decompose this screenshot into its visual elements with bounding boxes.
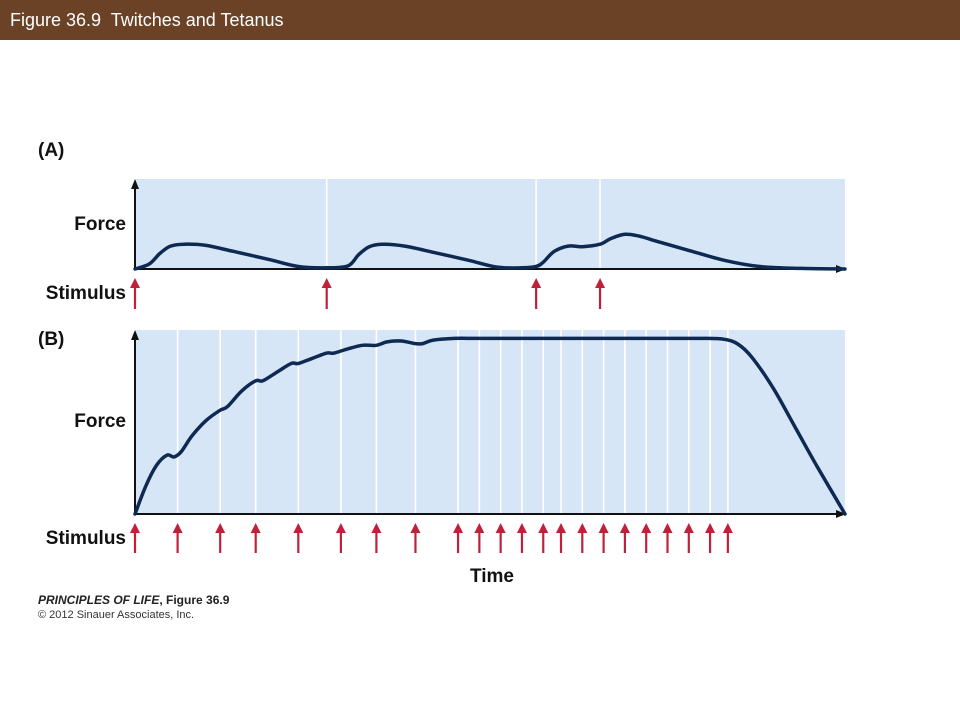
panel-b-stimulus-arrow bbox=[495, 523, 506, 553]
panel-b-stimulus-arrow bbox=[130, 523, 140, 553]
panel-b-y-axis-arrowhead bbox=[131, 330, 139, 340]
panel-b-y-label: Force bbox=[74, 411, 126, 432]
panel-a-plot-area bbox=[135, 179, 845, 269]
panel-a: (A) Force Stimulus bbox=[38, 140, 847, 309]
title-bar: Figure 36.9 Twitches and Tetanus bbox=[0, 0, 960, 40]
panel-b-label: (B) bbox=[38, 329, 64, 350]
x-axis-label: Time bbox=[470, 566, 514, 587]
panel-b-stimulus-arrow bbox=[577, 523, 588, 553]
panel-a-stimulus-arrow bbox=[130, 278, 140, 309]
panel-a-stimulus-arrow bbox=[595, 278, 606, 309]
panel-b-stimulus-arrow bbox=[250, 523, 261, 553]
page-title: Figure 36.9 Twitches and Tetanus bbox=[10, 10, 284, 30]
panel-a-force-curve bbox=[133, 232, 847, 271]
panel-b-stimulus-arrow bbox=[538, 523, 549, 553]
panel-b-stimulus-arrow bbox=[371, 523, 382, 553]
panel-b-stimulus-arrow bbox=[556, 523, 566, 553]
panel-b-stimulus-guides bbox=[176, 330, 729, 514]
panel-b-stimulus-arrow bbox=[215, 523, 226, 553]
panel-a-stimulus-arrow bbox=[321, 278, 332, 309]
panel-a-y-axis-arrowhead bbox=[131, 179, 139, 189]
panel-b-stimulus-arrow bbox=[641, 523, 652, 553]
book-title: PRINCIPLES OF LIFE bbox=[38, 593, 160, 607]
panel-a-stimulus-arrows bbox=[130, 278, 606, 309]
panel-a-stimulus-arrow bbox=[531, 278, 542, 309]
panel-b-stimulus-arrow bbox=[705, 523, 716, 553]
panel-a-stimulus-guides bbox=[325, 179, 601, 269]
panel-b-stimulus-arrow bbox=[722, 523, 733, 553]
copyright-text: © 2012 Sinauer Associates, Inc. bbox=[38, 609, 195, 621]
panel-b-stimulus-arrow bbox=[598, 523, 609, 553]
panel-b-stimulus-arrow bbox=[410, 523, 421, 553]
panel-b-stimulus-arrow bbox=[619, 523, 630, 553]
figure-ref: , Figure 36.9 bbox=[159, 593, 230, 607]
panel-a-stimulus-label: Stimulus bbox=[46, 283, 126, 304]
panel-b-stimulus-arrow bbox=[516, 523, 527, 553]
panel-b: (B) Force Stimulus Time bbox=[38, 329, 847, 587]
panel-b-stimulus-label: Stimulus bbox=[46, 528, 126, 549]
panel-b-stimulus-arrow bbox=[474, 523, 485, 553]
panel-b-plot-area bbox=[135, 330, 845, 514]
panel-a-label: (A) bbox=[38, 140, 64, 161]
panel-b-force-curve bbox=[133, 336, 847, 516]
panel-b-stimulus-arrow bbox=[335, 523, 346, 553]
panel-b-stimulus-arrow bbox=[293, 523, 304, 553]
panel-b-stimulus-arrows bbox=[130, 523, 733, 553]
panel-b-stimulus-arrow bbox=[172, 523, 183, 553]
panel-b-stimulus-arrow bbox=[453, 523, 464, 553]
book-credit: PRINCIPLES OF LIFE, Figure 36.9 bbox=[38, 593, 229, 607]
panel-b-stimulus-arrow bbox=[683, 523, 694, 553]
panel-b-x-axis-arrowhead bbox=[836, 510, 846, 518]
panel-a-y-label: Force bbox=[74, 214, 126, 235]
panel-b-stimulus-arrow bbox=[662, 523, 673, 553]
